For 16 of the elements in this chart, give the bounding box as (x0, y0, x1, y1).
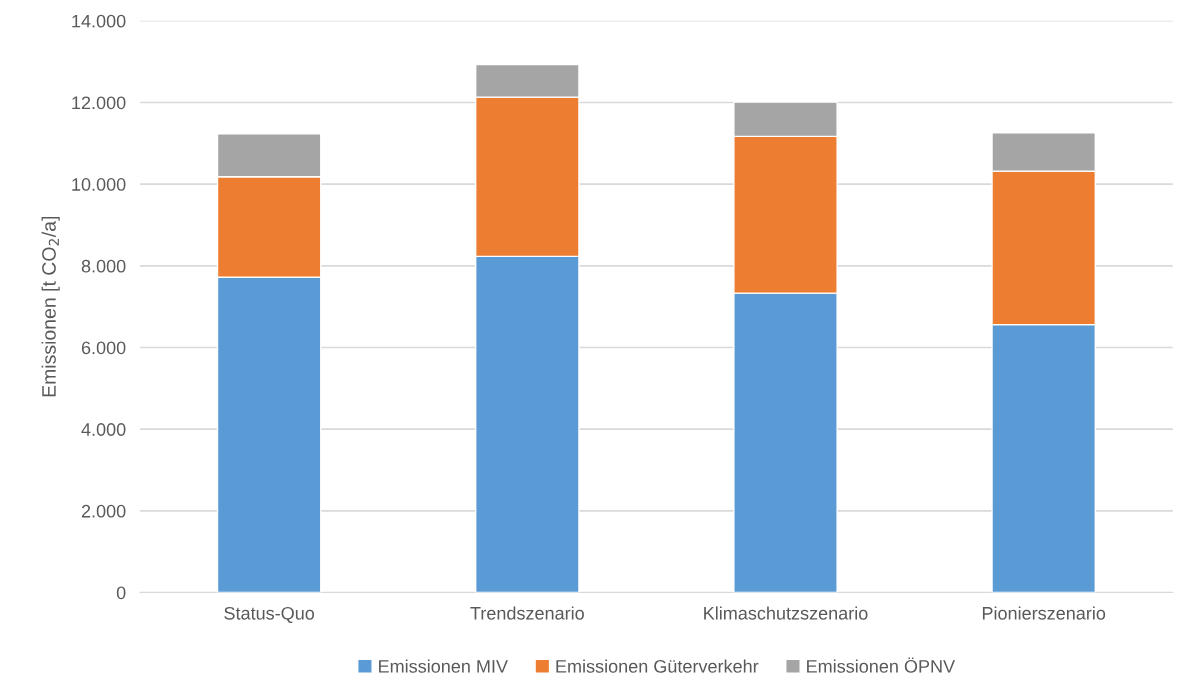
legend-label: Emissionen MIV (379, 659, 508, 673)
x-tick-label: Klimaschutzszenario (704, 606, 868, 620)
y-tick-label: 0 (116, 586, 126, 600)
y-axis-title: Emissionen [t CO$_{2}$/a] (41, 216, 60, 397)
y-tick-label: 8.000 (81, 259, 126, 273)
legend-label: Emissionen ÖPNV (807, 657, 956, 673)
x-tick-label: Pionierszenario (982, 606, 1106, 620)
y-tick-label: 12.000 (72, 96, 126, 110)
x-tick-label: Trendszenario (470, 606, 584, 620)
y-tick-label: 6.000 (81, 341, 126, 355)
y-tick-label: 2.000 (81, 504, 126, 518)
y-tick-label: 10.000 (72, 178, 126, 191)
y-tick-label: 14.000 (72, 14, 126, 28)
x-tick-label: Status-Quo (224, 606, 315, 623)
y-tick-label: 4.000 (81, 423, 126, 436)
legend-label: Emissionen Güterverkehr (556, 659, 759, 673)
